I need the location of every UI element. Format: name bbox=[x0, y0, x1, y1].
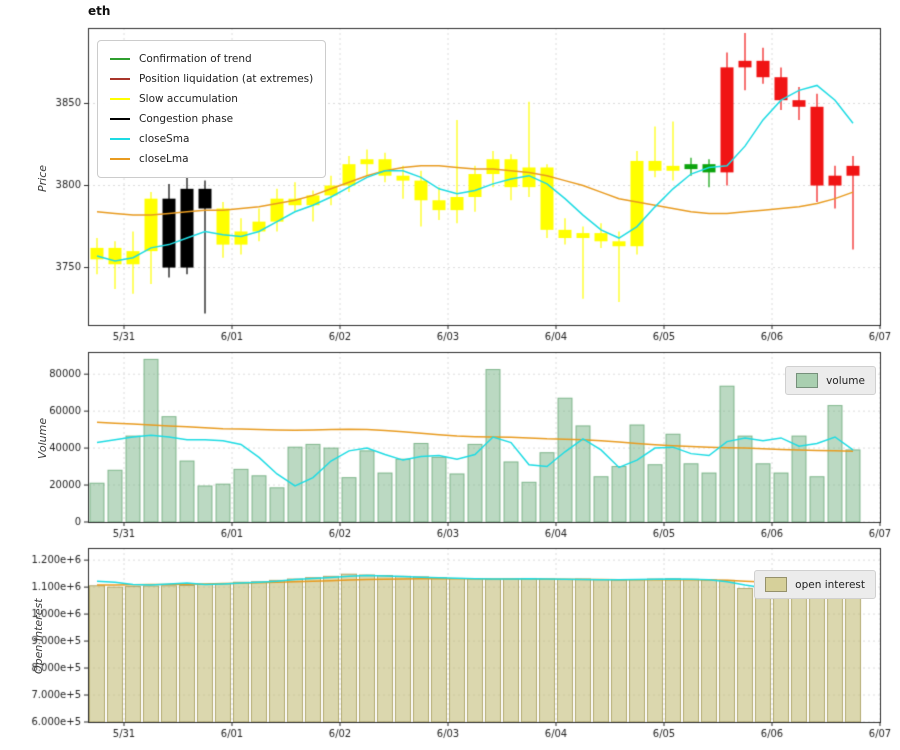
volume-legend-label: volume bbox=[826, 374, 865, 387]
legend-label: Confirmation of trend bbox=[139, 53, 252, 65]
legend-item-confirmation: Confirmation of trend bbox=[110, 49, 313, 69]
open-interest-axis-label: Open Interest bbox=[32, 598, 45, 674]
volume-axis-label: Volume bbox=[36, 417, 49, 459]
confirmation-line-swatch bbox=[110, 58, 130, 60]
open-interest-legend: open interest bbox=[754, 570, 876, 599]
price-legend: Confirmation of trend Position liquidati… bbox=[97, 40, 327, 178]
legend-item-closesma: closeSma bbox=[110, 129, 313, 149]
legend-item-accumulation: Slow accumulation bbox=[110, 89, 313, 109]
legend-item-closelma: closeLma bbox=[110, 149, 313, 169]
legend-label: closeLma bbox=[139, 153, 189, 165]
legend-label: closeSma bbox=[139, 133, 190, 145]
price-axis-label: Price bbox=[36, 164, 49, 192]
closelma-line-swatch bbox=[110, 158, 130, 160]
closesma-line-swatch bbox=[110, 138, 130, 140]
open-interest-patch-swatch bbox=[765, 577, 788, 592]
legend-label: Slow accumulation bbox=[139, 93, 238, 105]
congestion-line-swatch bbox=[110, 118, 130, 120]
volume-patch-swatch bbox=[796, 373, 819, 388]
legend-label: Position liquidation (at extremes) bbox=[139, 73, 314, 85]
legend-item-congestion: Congestion phase bbox=[110, 109, 313, 129]
liquidation-line-swatch bbox=[110, 78, 130, 80]
legend-item-liquidation: Position liquidation (at extremes) bbox=[110, 69, 313, 89]
chart-title: eth bbox=[88, 4, 111, 18]
open-interest-legend-label: open interest bbox=[795, 578, 865, 591]
accumulation-line-swatch bbox=[110, 98, 130, 100]
legend-label: Congestion phase bbox=[139, 113, 234, 125]
volume-legend: volume bbox=[785, 366, 876, 395]
